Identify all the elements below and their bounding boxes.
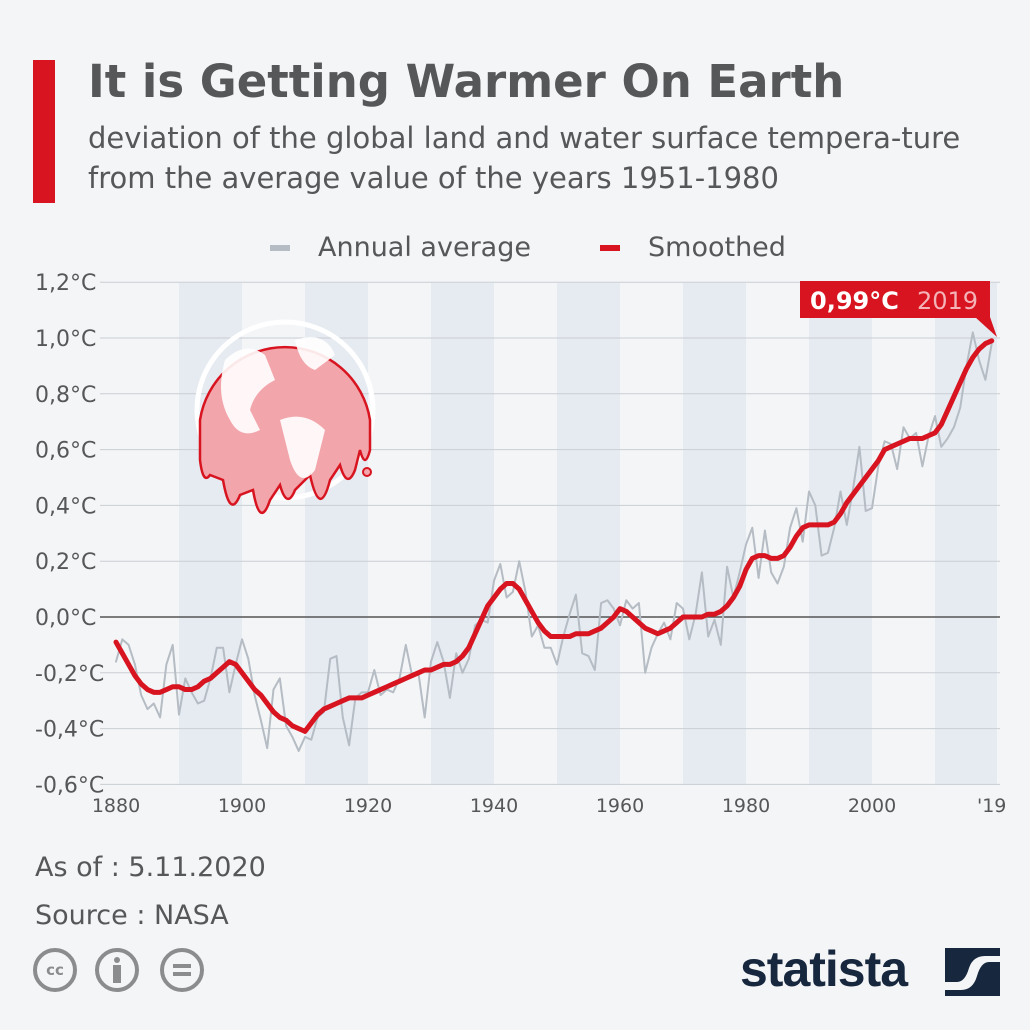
latest-value-callout: 0,99°C 2019 bbox=[800, 281, 997, 337]
annual-average-line bbox=[115, 331, 993, 752]
y-tick-label: 1,2°C bbox=[35, 271, 96, 296]
attribution-icon[interactable] bbox=[95, 948, 139, 992]
no-derivatives-icon[interactable] bbox=[160, 948, 204, 992]
source: Source : NASA bbox=[35, 900, 229, 931]
x-tick-label: 1980 bbox=[722, 795, 770, 817]
legend-item-annual: Annual average bbox=[270, 232, 531, 263]
x-tick-label: 1900 bbox=[218, 795, 266, 817]
statista-logo[interactable]: statista bbox=[740, 940, 908, 998]
legend-swatch-annual bbox=[270, 244, 290, 251]
x-tick-label: 1960 bbox=[596, 795, 644, 817]
x-tick-label: 1880 bbox=[92, 795, 140, 817]
smoothed-line bbox=[113, 338, 995, 734]
callout-year: 2019 bbox=[917, 287, 978, 315]
y-tick-label: 0,2°C bbox=[35, 550, 96, 575]
y-tick-label: -0,2°C bbox=[35, 662, 104, 687]
x-tick-label: '19 bbox=[977, 795, 1006, 817]
chart-subtitle: deviation of the global land and water s… bbox=[88, 121, 961, 195]
decade-band bbox=[431, 283, 494, 785]
decade-band bbox=[935, 283, 997, 785]
legend-swatch-smoothed bbox=[600, 244, 620, 251]
cc-icon[interactable]: cc bbox=[33, 948, 77, 992]
brand-text: statista bbox=[740, 941, 908, 997]
x-tick-label: 1920 bbox=[344, 795, 392, 817]
y-tick-label: 0,4°C bbox=[35, 494, 96, 519]
legend-item-smoothed: Smoothed bbox=[600, 232, 786, 263]
as-of-date: As of : 5.11.2020 bbox=[35, 852, 266, 883]
chart-title: It is Getting Warmer On Earth bbox=[88, 55, 845, 108]
statista-logo-mark-icon bbox=[945, 948, 1000, 996]
y-tick-label: 0,6°C bbox=[35, 439, 96, 464]
legend-label: Annual average bbox=[318, 232, 531, 263]
y-tick-label: 1,0°C bbox=[35, 327, 96, 352]
callout-value: 0,99°C bbox=[810, 287, 899, 315]
legend-label: Smoothed bbox=[648, 232, 786, 263]
decade-band bbox=[557, 283, 620, 785]
x-tick-label: 2000 bbox=[848, 795, 896, 817]
y-tick-label: -0,6°C bbox=[35, 773, 104, 798]
y-tick-label: 0,8°C bbox=[35, 383, 96, 408]
accent-bar bbox=[33, 60, 55, 203]
y-tick-label: 0,0°C bbox=[35, 606, 96, 631]
y-tick-label: -0,4°C bbox=[35, 718, 104, 743]
melting-globe-icon bbox=[194, 319, 376, 514]
decade-band bbox=[683, 283, 746, 785]
x-tick-label: 1940 bbox=[470, 795, 518, 817]
